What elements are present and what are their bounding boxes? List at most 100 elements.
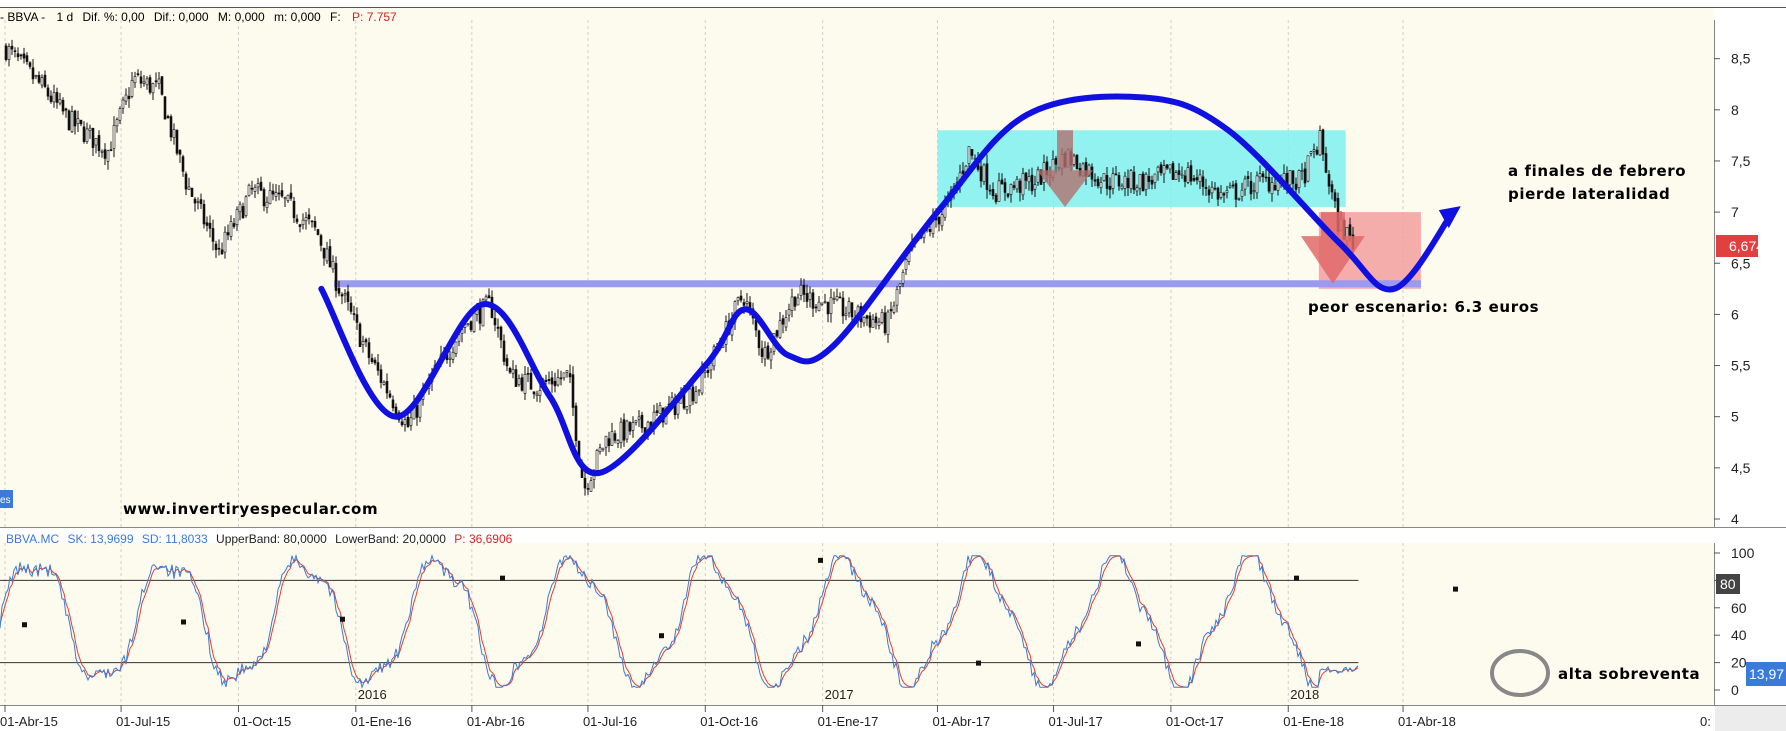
candle-body	[307, 214, 311, 220]
candle-body	[355, 314, 359, 323]
candle-body	[271, 190, 275, 195]
left-tab[interactable]	[0, 490, 13, 508]
candle-body	[610, 431, 614, 446]
candle-body	[106, 150, 110, 162]
candle-body	[1018, 180, 1022, 193]
candle-body	[313, 221, 317, 228]
candle-body	[127, 95, 131, 99]
candle-body	[376, 362, 380, 371]
candle-body	[811, 292, 815, 309]
candle-body	[115, 119, 119, 127]
candle-body	[1159, 164, 1163, 174]
header-max: M: 0,000	[218, 10, 265, 24]
candle-body	[1054, 158, 1058, 165]
x-tick-label: 01-Oct-16	[700, 714, 758, 729]
candle-body	[205, 222, 209, 226]
candle-body	[1216, 187, 1220, 200]
osc-mark	[500, 575, 505, 581]
candle-body	[100, 150, 104, 153]
y-tick-label: 6,5	[1731, 255, 1751, 271]
candle-body	[1027, 176, 1031, 183]
candle-body	[1117, 175, 1121, 187]
candle-body	[124, 94, 128, 102]
candle-body	[559, 377, 563, 380]
candle-body	[1108, 185, 1112, 190]
header-dif-pct: Dif. %: 0,00	[83, 10, 145, 24]
candle-body	[499, 326, 503, 341]
candle-body	[898, 283, 902, 287]
candle-body	[1024, 172, 1028, 181]
candle-body	[10, 45, 14, 50]
candle-body	[589, 480, 593, 492]
candle-body	[1030, 174, 1034, 192]
x-tick-label: 01-Abr-15	[0, 714, 58, 729]
band80-badge-text: 80	[1720, 576, 1736, 592]
candle-body	[688, 388, 692, 406]
candle-body	[889, 309, 893, 312]
candle-body	[244, 196, 248, 216]
candle-body	[193, 198, 197, 204]
candle-body	[130, 80, 134, 97]
candle-body	[874, 316, 878, 323]
candle-body	[655, 410, 659, 413]
down-arrow-top	[1037, 130, 1094, 207]
candle-body	[814, 306, 818, 309]
candle-body	[1267, 176, 1271, 192]
osc-upper: UpperBand: 80,0000	[216, 532, 327, 546]
candle-body	[883, 312, 887, 334]
candle-body	[685, 406, 689, 411]
y-tick-label: 5	[1731, 409, 1739, 425]
candle-body	[991, 189, 995, 197]
candle-body	[346, 291, 350, 302]
candle-body	[1012, 185, 1016, 188]
candle-body	[961, 170, 965, 174]
candle-body	[169, 116, 173, 138]
osc-mark	[976, 660, 981, 666]
candle-body	[1165, 164, 1169, 169]
candle-body	[190, 187, 194, 197]
candle-body	[1270, 182, 1274, 195]
candle-body	[1141, 173, 1145, 192]
candle-body	[1189, 165, 1193, 182]
candle-body	[61, 99, 65, 112]
candle-body	[895, 289, 899, 306]
candle-body	[937, 216, 941, 225]
candle-body	[1249, 180, 1253, 195]
header-min: m: 0,000	[274, 10, 321, 24]
candle-body	[766, 345, 770, 359]
candle-body	[706, 369, 710, 374]
candle-body	[988, 189, 992, 192]
price-badge-text: 6,674	[1729, 238, 1764, 254]
y-tick-label: 7	[1731, 204, 1739, 220]
candle-body	[1102, 173, 1106, 182]
candle-body	[256, 183, 260, 188]
candle-body	[760, 348, 764, 357]
candle-body	[1123, 175, 1127, 189]
up-arrow	[1438, 206, 1461, 229]
candle-body	[415, 404, 419, 418]
candle-body	[241, 206, 245, 219]
osc-signal-marks	[22, 557, 1458, 666]
candle-body	[319, 235, 323, 246]
candle-body	[172, 129, 176, 138]
x-tick-label: 01-Abr-16	[467, 714, 525, 729]
candle-body	[817, 301, 821, 312]
osc-mark	[818, 557, 823, 563]
candle-body	[22, 53, 26, 59]
candle-body	[364, 339, 368, 343]
candle-body	[1135, 187, 1139, 192]
candle-body	[139, 76, 143, 84]
candle-body	[790, 296, 794, 311]
candle-body	[808, 292, 812, 300]
candle-body	[1315, 149, 1319, 155]
candle-body	[448, 357, 452, 360]
annotation-line1: a finales de febrero	[1508, 162, 1686, 180]
candle-body	[1327, 174, 1331, 187]
candle-body	[1036, 169, 1040, 183]
osc-tick-label: 0	[1731, 682, 1739, 698]
candle-body	[637, 416, 641, 420]
candle-body	[1111, 173, 1115, 189]
candle-body	[73, 110, 77, 127]
candle-body	[31, 67, 35, 80]
candle-body	[202, 203, 206, 225]
